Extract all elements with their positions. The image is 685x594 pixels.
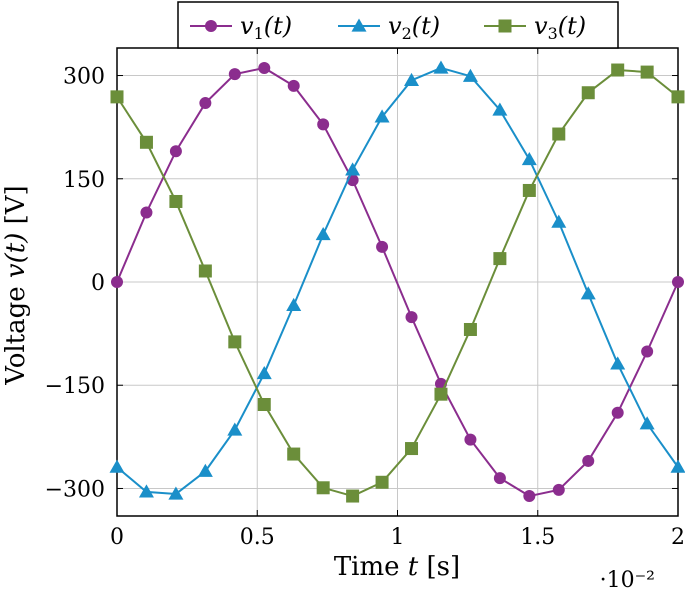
y-tick-label: −300 (45, 477, 105, 502)
series-2-point (492, 102, 508, 116)
x-tick-label: 1.5 (520, 525, 555, 550)
series-1-point (641, 345, 654, 358)
series-3-point (316, 481, 330, 495)
series-3-point (493, 252, 507, 266)
x-tick-label: 0 (110, 525, 124, 550)
series-2-point (138, 484, 154, 498)
series-1 (111, 61, 684, 503)
series-1-point (228, 68, 241, 81)
series-3-point (287, 447, 301, 461)
x-tick-label: 0.5 (240, 525, 275, 550)
series-3-point (640, 65, 654, 79)
series-1-point (582, 454, 595, 467)
series-3-point (139, 135, 153, 149)
series-2-point (374, 109, 390, 123)
series-2-point (286, 297, 302, 312)
x-tick-label: 2 (671, 525, 685, 550)
series-1-point (493, 472, 506, 485)
series-1-point (111, 276, 123, 288)
series-1-line (116, 66, 679, 498)
x-tick-label: 1 (391, 525, 405, 550)
series-2-point (345, 162, 361, 176)
legend-label-2: v2(t) (388, 12, 440, 43)
series-1-point (672, 276, 684, 288)
series-3-point (611, 63, 625, 77)
legend-marker-3 (498, 19, 512, 33)
series-2-point (168, 486, 184, 500)
series-3-point (405, 442, 419, 456)
series-2-point (256, 366, 272, 380)
series-1-point (464, 433, 477, 446)
series-1-point (169, 145, 182, 158)
legend-marker-1 (205, 20, 217, 32)
series-1-point (376, 240, 389, 253)
series-3-point (581, 86, 595, 100)
legend-box (177, 1, 619, 49)
legend-marker-2 (351, 18, 367, 32)
series-2-point (610, 356, 626, 370)
series-2-line (116, 66, 679, 496)
series-layer (109, 60, 685, 503)
legend-label-1: v1(t) (240, 12, 292, 43)
y-tick-label: −150 (45, 374, 105, 399)
x-axis-multiplier: ·10⁻² (600, 568, 655, 593)
series-3-point (257, 398, 271, 412)
series-3-point (463, 322, 477, 336)
series-1-point (611, 406, 624, 419)
series-3-point (375, 475, 389, 489)
series-1-point (258, 61, 271, 74)
legend-label-3: v3(t) (534, 12, 586, 43)
series-2-point (227, 422, 243, 436)
series-2-point (433, 60, 449, 74)
series-2-point (639, 416, 655, 430)
series-1-point (523, 490, 536, 503)
series-1-point (552, 483, 565, 496)
series-1-point (317, 118, 330, 131)
series-1-point (287, 79, 300, 92)
series-2-point (109, 459, 125, 473)
series-2-point (462, 68, 478, 82)
series-3-point (671, 90, 685, 104)
series-1-point (140, 206, 153, 219)
series-3-line (116, 68, 679, 498)
series-2-point (580, 286, 596, 300)
x-axis-label: Time t [s] (334, 552, 460, 582)
legend: v1(t) v2(t) v3(t) (177, 1, 619, 49)
series-2-point (197, 463, 213, 477)
series-3-point (228, 335, 242, 349)
series-3-point (552, 127, 566, 141)
series-3-point (110, 90, 124, 104)
series-3-point (198, 264, 212, 278)
series-3-point (522, 183, 536, 197)
y-tick-label: 150 (63, 168, 105, 193)
series-3 (110, 63, 685, 503)
series-2-point (670, 459, 685, 473)
series-3-point (434, 387, 448, 401)
series-2-point (315, 227, 331, 241)
series-1-point (199, 97, 212, 110)
series-3-point (346, 489, 360, 503)
y-tick-label: 0 (91, 271, 105, 296)
series-2-point (551, 214, 567, 228)
series-2-point (521, 151, 537, 166)
series-2 (109, 60, 685, 500)
series-2-point (404, 72, 420, 86)
y-tick-label: 300 (63, 65, 105, 90)
series-1-point (405, 311, 418, 324)
series-3-point (169, 194, 183, 208)
y-axis-label: Voltage v(t) [V] (1, 185, 31, 385)
